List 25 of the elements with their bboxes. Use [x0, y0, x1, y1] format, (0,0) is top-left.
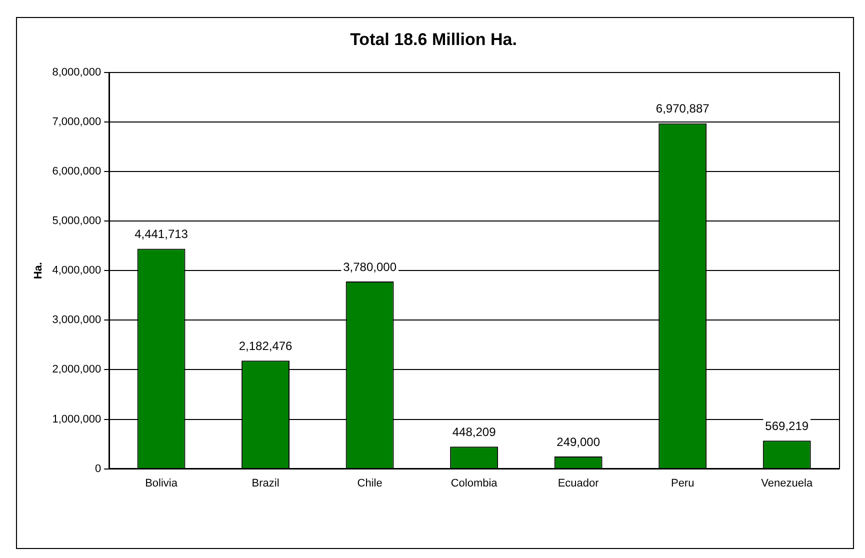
x-tick-label: Bolivia [145, 477, 178, 490]
x-tick-label: Peru [670, 477, 694, 490]
y-tick-label: 7,000,000 [52, 116, 102, 128]
data-label: 3,780,000 [343, 260, 397, 274]
y-tick-label: 2,000,000 [52, 364, 102, 376]
x-tick-label: Ecuador [558, 477, 600, 490]
data-label: 249,000 [556, 434, 600, 449]
y-tick-label: 8,000,000 [52, 66, 102, 78]
y-tick-label: 0 [95, 462, 102, 475]
y-tick-label: 4,000,000 [52, 264, 102, 277]
x-tick-label: Brazil [252, 477, 280, 490]
y-tick-label: 6,000,000 [52, 166, 102, 178]
data-label: 4,441,713 [134, 227, 188, 242]
y-tick-label: 5,000,000 [52, 215, 102, 228]
x-tick-label: Chile [357, 477, 382, 490]
data-label: 448,209 [452, 424, 496, 439]
y-tick-label: 1,000,000 [52, 413, 102, 426]
chart-title: Total 18.6 Million Ha. [350, 30, 517, 49]
x-tick-label: Colombia [450, 477, 498, 490]
y-tick-label: 3,000,000 [52, 314, 102, 326]
data-label: 6,970,887 [656, 102, 710, 116]
y-axis-title: Ha. [32, 262, 45, 280]
data-label: 569,219 [765, 418, 809, 433]
data-label: 2,182,476 [238, 338, 293, 353]
x-tick-label: Venezuela [761, 477, 814, 490]
